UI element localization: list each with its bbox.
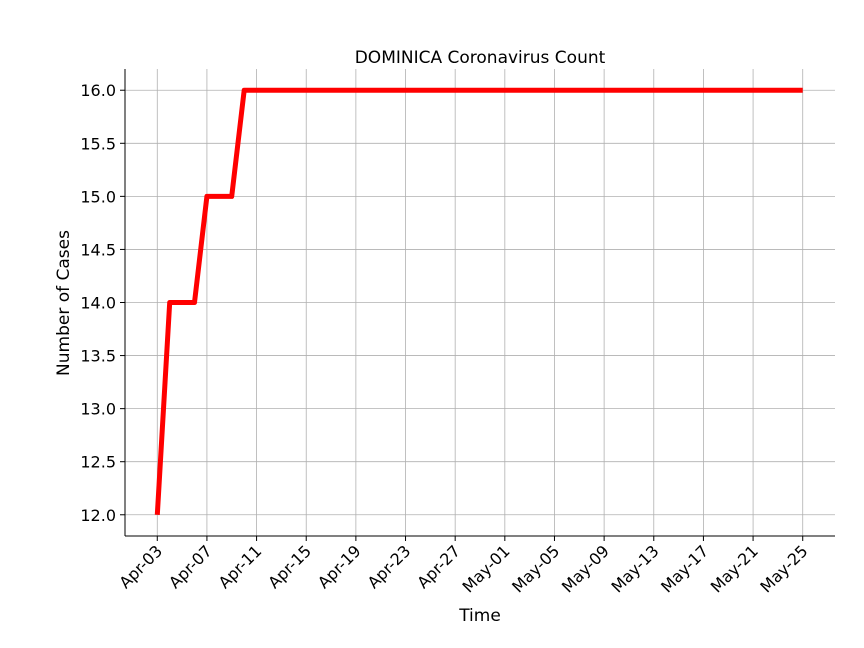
x-axis-label: Time xyxy=(458,606,501,626)
x-tick-label: Apr-11 xyxy=(215,541,266,592)
x-tick-label: May-01 xyxy=(459,541,514,596)
y-tick-label: 14.5 xyxy=(80,240,116,259)
x-tick-label: Apr-23 xyxy=(364,541,415,592)
x-tick-label: May-13 xyxy=(607,541,662,596)
x-ticks: Apr-03Apr-07Apr-11Apr-15Apr-19Apr-23Apr-… xyxy=(115,536,812,597)
y-tick-label: 13.5 xyxy=(80,347,116,366)
x-tick-label: May-05 xyxy=(508,541,563,596)
chart-title: DOMINICA Coronavirus Count xyxy=(355,48,606,68)
series xyxy=(154,87,803,515)
series-line xyxy=(154,87,803,515)
y-tick-label: 12.5 xyxy=(80,453,116,472)
y-ticks: 12.0 12.5 13.0 13.5 14.0 14.5 15.0 15.5 16.0 xyxy=(80,81,125,525)
y-tick-label: 12.0 xyxy=(80,506,116,525)
y-tick-label: 14.0 xyxy=(80,294,116,313)
y-tick-label: 15.5 xyxy=(80,134,116,153)
y-tick-label: 13.0 xyxy=(80,400,116,419)
grid xyxy=(125,69,835,536)
x-tick-label: May-09 xyxy=(558,541,613,596)
y-tick-label: 15.0 xyxy=(80,187,116,206)
x-tick-label: May-25 xyxy=(756,541,811,596)
x-tick-label: May-17 xyxy=(657,541,712,596)
x-tick-label: Apr-15 xyxy=(264,541,315,592)
x-tick-label: May-21 xyxy=(707,541,762,596)
x-tick-label: Apr-27 xyxy=(413,541,464,592)
y-tick-label: 16.0 xyxy=(80,81,116,100)
x-tick-label: Apr-03 xyxy=(115,541,166,592)
y-axis-label: Number of Cases xyxy=(54,230,74,376)
x-tick-label: Apr-19 xyxy=(314,541,365,592)
x-tick-label: Apr-07 xyxy=(165,541,216,592)
